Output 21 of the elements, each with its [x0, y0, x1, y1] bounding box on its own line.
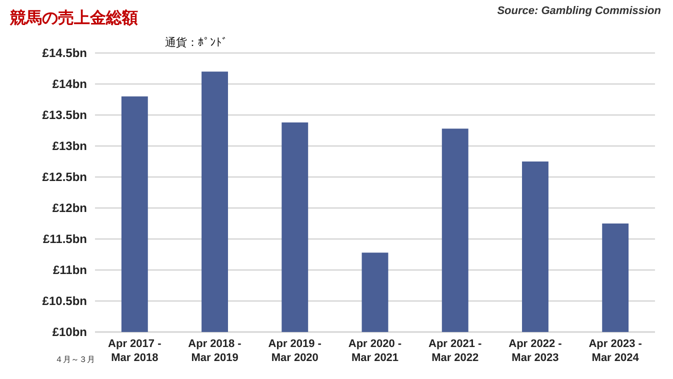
y-tick-label: £10.5bn	[42, 294, 87, 308]
x-tick-label: Apr 2020 - Mar 2021	[348, 338, 402, 364]
y-tick-label: £11.5bn	[42, 232, 87, 246]
y-tick-label: £11bn	[52, 263, 87, 278]
y-tick-label: £12.5bn	[42, 170, 87, 184]
source-note: Source: Gambling Commission	[497, 5, 662, 17]
text: ４月～３月	[55, 355, 95, 364]
x-tick-label: Apr 2023 - Mar 2024	[588, 338, 642, 364]
x-tick-label: Apr 2019 - Mar 2020	[268, 338, 322, 364]
x-tick-label: Apr 2018 - Mar 2019	[188, 338, 242, 364]
text: 通貨：ﾎﾟﾝﾄﾞ	[165, 36, 228, 49]
x-tick-label: Apr 2017 - Mar 2018	[108, 338, 162, 364]
y-tick-label: £13.5bn	[42, 108, 87, 122]
y-tick-label: £10bn	[52, 325, 87, 340]
x-tick-label: Apr 2021 - Mar 2022	[428, 338, 482, 364]
y-tick-label: £13bn	[52, 139, 87, 154]
y-tick-label: £12bn	[52, 201, 87, 216]
y-tick-label: £14.5bn	[42, 46, 87, 60]
x-tick-label: Apr 2022 - Mar 2023	[508, 338, 562, 364]
y-tick-label: £14bn	[52, 77, 87, 92]
chart-title: 競馬の売上金総額	[9, 9, 138, 27]
